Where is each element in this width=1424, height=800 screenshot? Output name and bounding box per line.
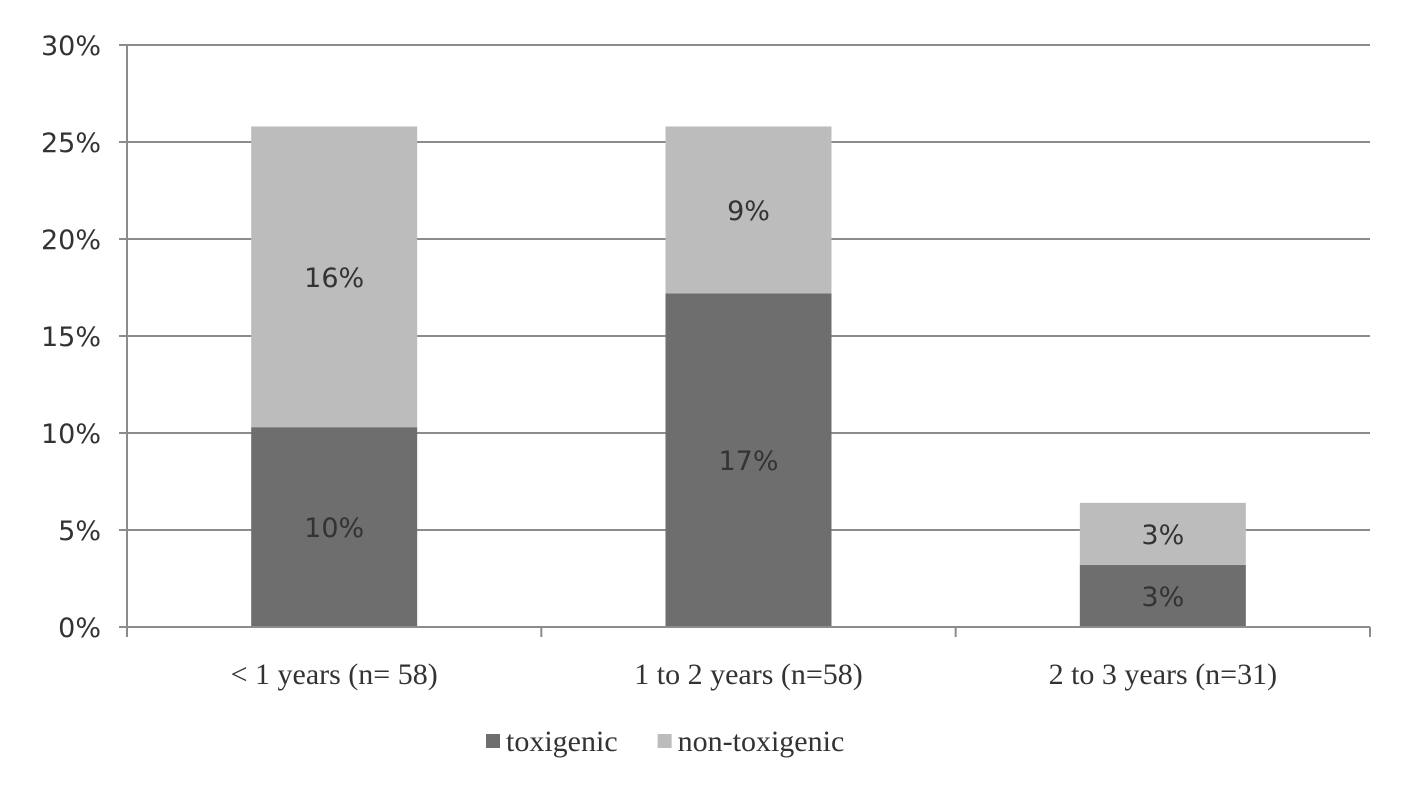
y-tick-label: 15% [41,322,101,353]
x-axis-tick-labels: < 1 years (n= 58) 1 to 2 years (n=58) 2 to… [231,658,1277,691]
x-tick-label: 1 to 2 years (n=58) [634,658,863,691]
legend-swatch-non-toxigenic [657,734,672,748]
legend-label-toxigenic: toxigenic [506,725,618,758]
y-tick-label: 25% [41,128,101,159]
axes [119,44,1371,637]
legend-label-non-toxigenic: non-toxigenic [678,725,845,758]
bars: 10% 16% 17% 9% 3% 3% [251,126,1246,627]
y-tick-label: 20% [41,225,101,256]
x-tick-label: < 1 years (n= 58) [231,658,438,691]
x-tick-label: 2 to 3 years (n=31) [1049,658,1278,691]
data-label: 16% [304,263,364,294]
data-label: 10% [304,513,364,544]
data-label: 3% [1141,520,1184,551]
bar-toxigenic [665,293,832,627]
data-label: 3% [1141,582,1184,613]
bar-non-toxigenic [251,126,418,428]
legend-swatch-toxigenic [486,734,500,748]
data-label: 9% [727,196,770,227]
data-label: 17% [718,446,778,477]
bar-toxigenic [251,427,418,627]
y-tick-label: 10% [41,419,101,450]
bar-non-toxigenic [1079,502,1246,565]
bar-non-toxigenic [665,126,832,294]
y-tick-label: 0% [58,613,101,644]
legend: toxigenic non-toxigenic [486,725,844,758]
y-tick-label: 30% [41,31,101,62]
bar-toxigenic [1079,564,1246,627]
y-axis-tick-labels: 0% 5% 10% 15% 20% 25% 30% [41,31,101,644]
y-tick-label: 5% [58,516,101,547]
